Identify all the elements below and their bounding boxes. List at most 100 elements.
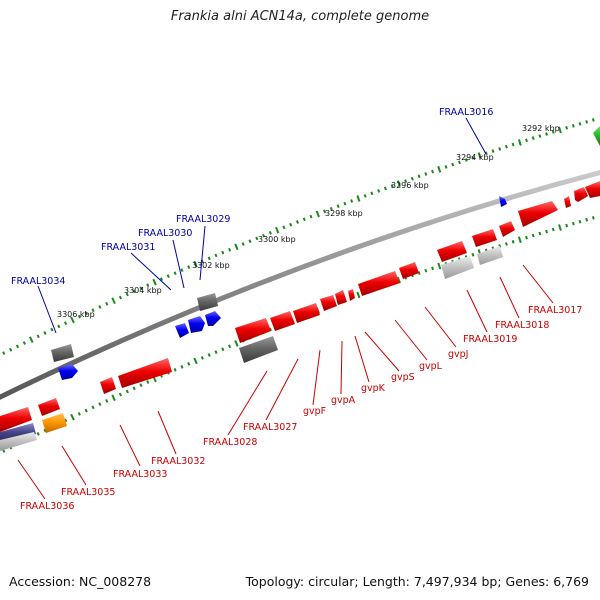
gene-fraal3027[interactable] [293,303,320,323]
minor-tick [84,311,88,316]
gene-fraal3019[interactable] [499,221,515,237]
gene-fraal3016[interactable] [499,196,507,207]
minor-tick [63,418,68,423]
minor-tick [50,327,54,332]
gene-gvpj[interactable] [472,229,497,247]
gene-label[interactable]: FRAAL3027 [243,422,297,433]
gene-fraal3017b[interactable] [564,196,571,208]
minor-tick [571,221,575,226]
gene-fraal3029[interactable] [197,293,218,311]
minor-tick [511,239,515,244]
gene-label[interactable]: FRAAL3019 [463,334,517,345]
minor-tick [84,408,88,413]
gene-label[interactable]: gvpJ [448,349,468,360]
gene-labels-top: FRAAL3016 FRAAL3029 FRAAL3030 FRAAL3031 … [11,107,493,287]
gene-fraal3031[interactable] [175,323,189,338]
leader-fraal3016 [465,117,487,155]
minor-tick [139,286,143,291]
leader-fraal3029 [199,225,206,281]
gene-green[interactable] [593,126,600,146]
gene-label[interactable]: FRAAL3029 [176,214,230,225]
gene-gvpa[interactable] [348,289,355,301]
minor-tick [43,331,47,335]
gene-fraal3028-main[interactable] [235,318,271,343]
gene-blue-small[interactable] [205,311,221,326]
major-tick [356,195,361,202]
gene-gvpl-gray[interactable] [441,256,474,279]
gene-label[interactable]: gvpL [419,361,443,372]
gene-gvpj-gray[interactable] [477,246,503,265]
gene-label[interactable]: FRAAL3017 [528,305,582,316]
forward-strand-genes [51,126,600,380]
minor-tick [2,449,6,453]
minor-tick [248,239,252,244]
gene-fraal3035[interactable] [38,398,60,416]
tick-label: 3296 kbp [391,181,429,190]
minor-tick [350,199,354,203]
minor-tick [383,186,387,191]
minor-tick [214,350,218,354]
gene-label[interactable]: FRAAL3028 [203,437,257,448]
gene-gvpf[interactable] [320,295,337,311]
gene-label[interactable]: FRAAL3031 [101,242,155,253]
gene-fraal3032[interactable] [118,358,172,388]
gene-gvpk[interactable] [358,271,400,296]
gene-fraal3018b[interactable] [585,181,600,198]
minor-tick [207,256,211,261]
gene-fraal3018[interactable] [518,201,558,227]
gene-fraal3034[interactable] [51,344,74,362]
major-tick [517,236,522,244]
gene-gvps[interactable] [399,262,419,279]
gene-fraal3036[interactable] [0,407,32,432]
minor-tick [551,227,555,232]
gene-label[interactable]: FRAAL3018 [495,320,549,331]
gene-gvpl[interactable] [437,241,467,262]
gene-label[interactable]: FRAAL3034 [11,276,65,287]
minor-tick [241,242,245,246]
leader-lines [17,117,554,500]
minor-tick [268,327,272,332]
gene-fraal3034-arrow[interactable] [58,364,78,380]
gene-fraal3028[interactable] [270,311,295,331]
gene-label[interactable]: gvpK [361,383,386,394]
gene-fraal3036-gray[interactable] [0,432,37,451]
gene-fraal3035-orange[interactable] [42,413,67,433]
gene-fraal3017[interactable] [574,187,588,202]
minor-tick [295,220,300,224]
minor-tick [159,277,164,282]
gene-gvpa-b[interactable] [335,290,347,305]
leader-gvpj [424,306,457,348]
minor-tick [504,242,508,246]
gene-label[interactable]: gvpA [331,395,356,406]
minor-tick [377,189,381,193]
minor-tick [431,169,435,174]
major-tick [111,297,116,305]
minor-tick [289,222,293,227]
gene-label[interactable]: FRAAL3033 [113,469,167,480]
minor-tick [36,334,40,339]
minor-tick [431,266,435,271]
gene-fraal3033[interactable] [100,377,116,394]
minor-tick [268,231,272,235]
gene-label[interactable]: FRAAL3030 [138,228,192,239]
gene-fraal3030[interactable] [188,316,205,333]
major-tick [477,152,482,159]
leader-fraal3017 [522,264,554,304]
gene-label[interactable]: FRAAL3032 [151,456,205,467]
gene-label[interactable]: FRAAL3016 [439,107,493,118]
minor-tick [457,160,461,165]
minor-tick [531,136,535,141]
leader-fraal3033 [119,424,141,467]
gene-label[interactable]: FRAAL3036 [20,501,74,512]
leader-gvpf [312,349,321,406]
gene-label[interactable]: gvpF [303,406,326,417]
gene-label[interactable]: gvpS [391,372,415,383]
minor-tick [498,147,502,151]
minor-tick [585,217,589,222]
gene-fraal3028-gray[interactable] [239,336,278,363]
reverse-strand-genes [0,181,600,451]
minor-tick [187,361,191,366]
leader-fraal3019 [466,289,488,333]
gene-label[interactable]: FRAAL3035 [61,487,115,498]
